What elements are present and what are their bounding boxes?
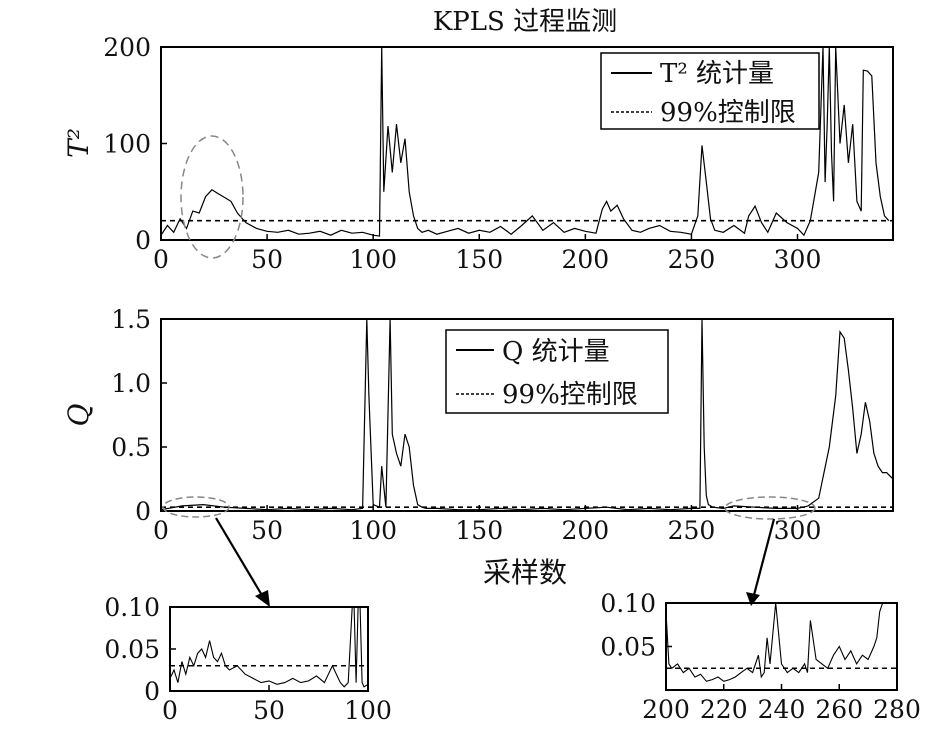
t2-chart: 0 50 100 150 200 250 300 0 100 200 T² T² 统计量 99%控… [62,33,894,274]
arrow-right-shaft [752,518,776,596]
zl-ytick-label: 0.05 [104,635,160,664]
t2-ytick-label: 0 [135,226,151,255]
q-xlabel: 采样数 [483,556,567,589]
zl-ytick-label: 0 [144,677,160,706]
q-ytick-label: 1.0 [111,369,151,398]
q-legend-limit-label: 99%控制限 [502,380,638,410]
t2-xtick-label: 200 [561,245,609,274]
zoom-right-series-line [666,603,886,682]
q-zoom-right-chart: 200 220 240 260 280 0.05 0.10 [600,589,921,724]
q-ytick-label: 1.5 [111,305,151,334]
q-xtick-label: 0 [153,516,169,545]
t2-legend-box [600,52,820,130]
q-legend-stat-label: Q 统计量 [502,337,610,367]
zl-xtick-label: 100 [344,696,392,725]
q-xtick-label: 100 [349,516,397,545]
q-ylabel: Q [62,403,95,426]
t2-ylabel: T² [62,128,95,158]
zl-xtick-label: 0 [162,696,178,725]
arrow-left-shaft [215,517,264,598]
q-ytick-label: 0.5 [111,433,151,462]
t2-highlight-ellipse [180,135,244,259]
zl-xtick-label: 50 [253,696,285,725]
figure-title: KPLS 过程监测 [433,7,617,37]
t2-xtick-label: 300 [774,245,822,274]
q-legend: Q 统计量 99%控制限 [445,329,669,414]
t2-xtick-label: 0 [153,245,169,274]
zr-xtick-label: 280 [873,695,921,724]
arrow-right-head [746,592,760,606]
arrow-left-head [255,590,270,607]
t2-ytick-label: 200 [103,33,151,62]
zr-xtick-label: 260 [815,695,863,724]
t2-legend: T² 统计量 99%控制限 [600,52,820,130]
zr-ytick-label: 0.05 [600,633,656,662]
t2-ytick-label: 100 [103,130,151,159]
q-legend-box [445,329,669,414]
q-ytick-label: 0 [135,497,151,526]
q-series-line [161,319,893,511]
zoom-right-plot-frame [665,602,898,691]
zr-ytick-label: 0.10 [600,589,656,618]
zl-ytick-label: 0.10 [104,593,160,622]
q-zoom-left-chart: 0 50 100 0 0.05 0.10 [104,593,392,725]
t2-legend-limit-label: 99%控制限 [660,98,796,128]
t2-series-line [161,47,890,237]
zoom-left-series-line [170,607,368,688]
q-xtick-label: 50 [251,516,283,545]
q-xtick-label: 250 [668,516,716,545]
t2-xtick-label: 100 [349,245,397,274]
q-xtick-label: 200 [561,516,609,545]
t2-xtick-label: 250 [668,245,716,274]
zr-xtick-label: 240 [758,695,806,724]
t2-xtick-label: 50 [251,245,283,274]
q-xtick-label: 150 [455,516,503,545]
t2-legend-stat-label: T² 统计量 [660,59,774,89]
zr-xtick-label: 200 [642,695,690,724]
q-highlight-ellipse-right [724,496,816,520]
t2-xtick-label: 150 [455,245,503,274]
q-plot-frame [160,318,894,512]
q-xtick-label: 300 [774,516,822,545]
q-chart: 0 50 100 150 200 250 300 0 0.5 1.0 1.5 Q 采样数 Q 统计量… [62,305,894,589]
q-highlight-ellipse-left [162,496,230,518]
zoom-arrows [215,517,776,607]
zr-xtick-label: 220 [700,695,748,724]
